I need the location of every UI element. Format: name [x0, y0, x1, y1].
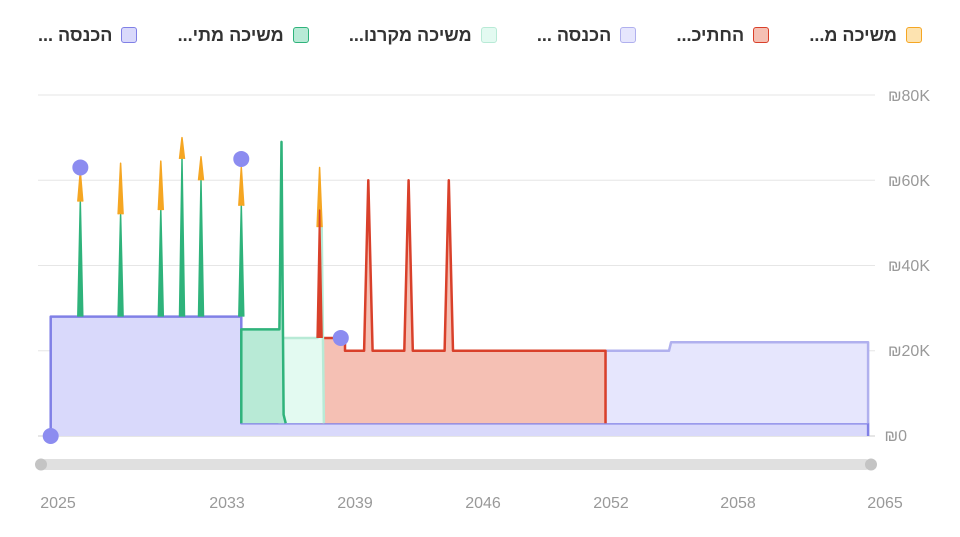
x-tick-label: 2046 [465, 495, 501, 512]
markers-layer [42, 150, 349, 444]
x-tick-label: 2065 [867, 495, 903, 512]
x-axis: 2025 2033 2039 2046 2052 2058 2065 [40, 495, 903, 512]
series-spike [178, 158, 186, 317]
legend-item-piece[interactable]: החתיכ... [676, 22, 770, 48]
legend-label: משיכה מ... [809, 24, 897, 45]
x-tick-label: 2033 [209, 495, 245, 512]
data-marker [233, 150, 250, 167]
series-spike [197, 156, 205, 181]
data-marker [332, 329, 349, 346]
x-tick-label: 2039 [337, 495, 373, 512]
y-tick-label: ₪20K [888, 343, 930, 360]
y-tick-label: ₪80K [888, 88, 930, 105]
legend-swatch [753, 27, 770, 43]
series-line [240, 140, 287, 424]
data-marker [72, 159, 89, 176]
series-spike [117, 213, 124, 317]
series-spike [238, 166, 245, 206]
legend-label: משיכה מקרנו... [348, 24, 472, 45]
series-spike [316, 166, 323, 228]
legend-item-income-1[interactable]: הכנסה ... [38, 22, 138, 48]
series-spike [316, 209, 323, 339]
series-spike [157, 160, 165, 211]
range-scrollbar[interactable] [35, 458, 877, 471]
x-tick-label: 2052 [593, 495, 629, 512]
legend-swatch [292, 27, 309, 43]
scrollbar-handle-right[interactable] [865, 458, 877, 471]
y-tick-label: ₪0 [885, 428, 908, 445]
series-spike [77, 170, 84, 202]
legend-swatch [121, 27, 138, 43]
legend-swatch [480, 27, 497, 43]
series-spike [238, 205, 245, 317]
series-area [279, 227, 324, 424]
series-spike [77, 200, 84, 317]
series-area [605, 342, 869, 424]
scrollbar-handle-left[interactable] [35, 458, 47, 471]
y-tick-label: ₪60K [888, 173, 930, 190]
legend-label: הכנסה ... [536, 24, 612, 45]
y-axis: ₪80K ₪60K ₪40K ₪20K ₪0 [885, 88, 931, 445]
x-tick-label: 2058 [720, 495, 756, 512]
legend: הכנסה ... משיכה מתי... משיכה מקרנו... הכ… [0, 22, 960, 48]
series-spike [197, 179, 205, 317]
series-area [241, 141, 286, 424]
series-area [321, 180, 606, 424]
series-spike [117, 162, 124, 215]
legend-item-withdrawal-fund[interactable]: משיכה מקרנו... [349, 22, 497, 48]
legend-label: משיכה מתי... [177, 24, 284, 45]
legend-label: החתיכ... [676, 24, 745, 45]
series-spike [178, 136, 186, 159]
legend-item-withdrawal-1[interactable]: משיכה מתי... [178, 22, 309, 48]
scrollbar-track[interactable] [40, 459, 871, 470]
data-marker [42, 428, 59, 444]
legend-swatch [906, 27, 922, 43]
legend-label: הכנסה ... [38, 24, 113, 45]
legend-swatch [620, 27, 637, 43]
legend-item-income-2[interactable]: הכנסה ... [536, 22, 637, 48]
legend-item-withdrawal-2[interactable]: משיכה מ... [809, 22, 922, 48]
series-layer [49, 136, 870, 436]
x-tick-label: 2025 [40, 495, 76, 512]
y-tick-label: ₪40K [888, 258, 930, 275]
series-spike [157, 209, 165, 317]
